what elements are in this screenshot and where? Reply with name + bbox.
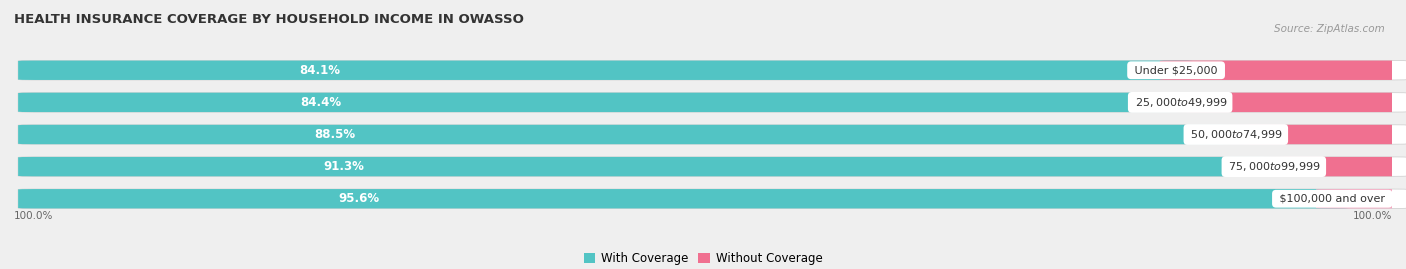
- Text: 95.6%: 95.6%: [339, 192, 380, 205]
- FancyBboxPatch shape: [1219, 125, 1406, 144]
- FancyBboxPatch shape: [1257, 157, 1406, 176]
- FancyBboxPatch shape: [18, 157, 1406, 176]
- FancyBboxPatch shape: [1160, 61, 1406, 80]
- FancyBboxPatch shape: [18, 189, 1348, 208]
- Text: HEALTH INSURANCE COVERAGE BY HOUSEHOLD INCOME IN OWASSO: HEALTH INSURANCE COVERAGE BY HOUSEHOLD I…: [14, 13, 524, 26]
- FancyBboxPatch shape: [18, 157, 1291, 176]
- Text: $25,000 to $49,999: $25,000 to $49,999: [1132, 96, 1229, 109]
- Text: $75,000 to $99,999: $75,000 to $99,999: [1226, 160, 1322, 173]
- FancyBboxPatch shape: [18, 125, 1406, 144]
- FancyBboxPatch shape: [1316, 189, 1406, 208]
- Text: $100,000 and over: $100,000 and over: [1277, 194, 1389, 204]
- FancyBboxPatch shape: [18, 61, 1192, 80]
- FancyBboxPatch shape: [18, 125, 1253, 144]
- Text: Under $25,000: Under $25,000: [1130, 65, 1220, 75]
- Text: 88.5%: 88.5%: [314, 128, 356, 141]
- FancyBboxPatch shape: [18, 61, 1406, 80]
- FancyBboxPatch shape: [18, 189, 1406, 208]
- FancyBboxPatch shape: [18, 93, 1197, 112]
- FancyBboxPatch shape: [18, 93, 1406, 112]
- Text: 84.1%: 84.1%: [299, 64, 340, 77]
- Text: 100.0%: 100.0%: [1353, 211, 1392, 221]
- Text: 84.4%: 84.4%: [301, 96, 342, 109]
- Text: 91.3%: 91.3%: [323, 160, 364, 173]
- Text: Source: ZipAtlas.com: Source: ZipAtlas.com: [1274, 24, 1385, 34]
- Text: 100.0%: 100.0%: [14, 211, 53, 221]
- FancyBboxPatch shape: [1164, 93, 1406, 112]
- Legend: With Coverage, Without Coverage: With Coverage, Without Coverage: [579, 247, 827, 269]
- Text: $50,000 to $74,999: $50,000 to $74,999: [1188, 128, 1284, 141]
